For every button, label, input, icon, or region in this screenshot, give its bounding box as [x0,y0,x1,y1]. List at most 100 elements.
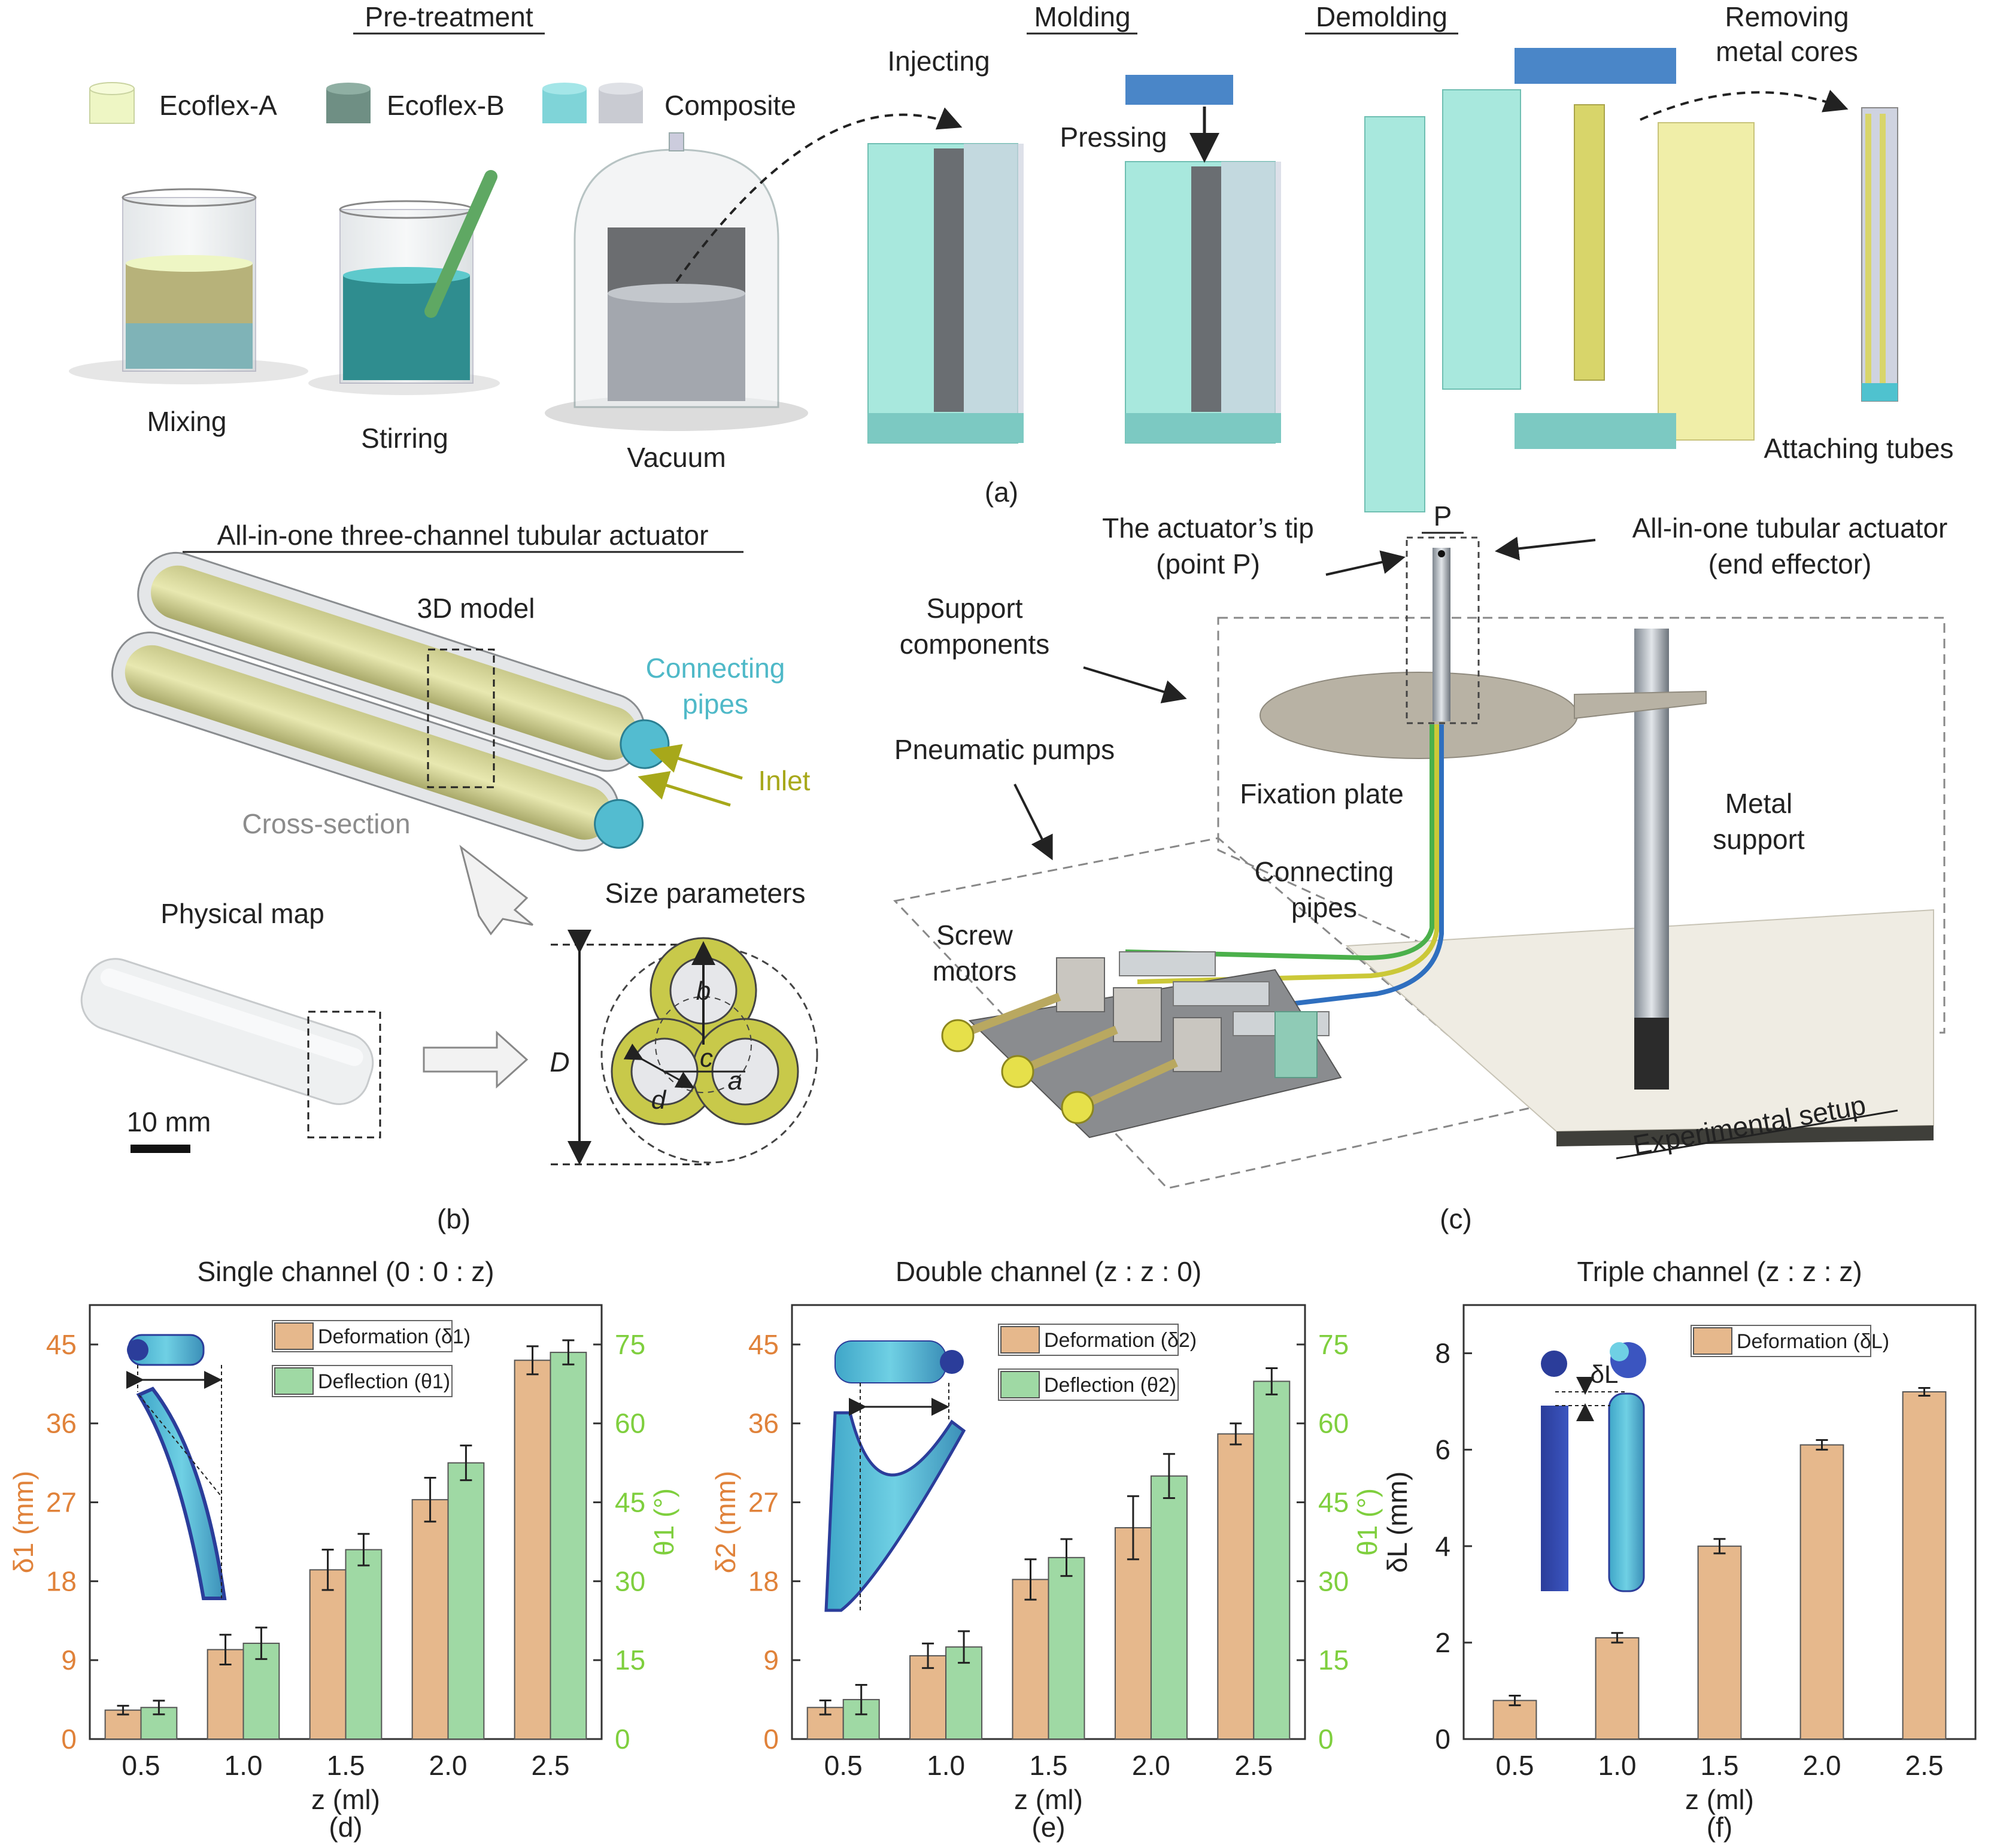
x-tick-label: 1.0 [224,1750,263,1781]
param-D: D [550,1046,569,1078]
pipe-yellow [1137,724,1439,984]
y-tick-label: 36 [748,1408,779,1439]
x-axis-label: z (ml) [311,1784,380,1815]
fixation-plate [1260,672,1578,759]
y-tick-label: 36 [46,1408,77,1439]
chart-title: Double channel (z : z : 0) [896,1256,1201,1287]
y-right-tick-label: 30 [1318,1565,1349,1597]
panel-label: (d) [329,1811,362,1843]
physical-map-label: Physical map [160,898,324,929]
legend-label: Deflection (θ1) [318,1370,450,1393]
bar [411,1499,449,1740]
connecting-pipes-label-2: pipes [682,688,748,720]
legend-ecoflex-b-swatch [326,83,371,123]
bar [345,1549,383,1740]
y-right-tick-label: 15 [615,1644,645,1676]
legend-label: Deformation (δL) [1737,1330,1889,1353]
legend-ecoflex-a: Ecoflex-A [159,90,277,121]
x-tick-label: 2.0 [1803,1750,1841,1781]
transfer-arrow [675,107,963,283]
connecting-pipes-label-1: Connecting [646,653,785,684]
x-tick-label: 2.5 [1905,1750,1944,1781]
y-tick-label: 27 [748,1487,779,1518]
y-axis-label: δL (mm) [1382,1471,1413,1573]
x-tick-label: 1.5 [1701,1750,1739,1781]
y-right-axis-label: θ1 (°) [1352,1488,1383,1556]
y-right-tick-label: 60 [615,1408,645,1439]
x-axis-label: z (ml) [1014,1784,1083,1815]
bar [1253,1380,1291,1740]
tip-label-1: The actuator’s tip [1102,512,1314,544]
section-demolding: Demolding [1316,1,1447,32]
legend-label: Deformation (δ1) [318,1325,471,1348]
panel-b-title: All-in-one three-channel tubular actuato… [217,520,709,551]
y-axis-label: δ1 (mm) [8,1471,39,1573]
y-right-tick-label: 60 [1318,1408,1349,1439]
y-tick-label: 9 [61,1644,77,1676]
inset-e-actuator [824,1340,966,1612]
support-label-1: Support [926,593,1022,624]
step-injecting: Injecting [887,45,990,77]
inset-d-actuator [126,1334,227,1600]
step-pressing: Pressing [1060,122,1167,153]
step-removing-1: Removing [1725,1,1849,32]
pumps-arrow [1013,784,1053,861]
legend-ecoflex-b: Ecoflex-B [387,90,505,121]
bar [309,1569,347,1740]
screw-motor-1 [941,951,1216,1052]
pressing-mold [1125,75,1281,444]
x-tick-label: 1.0 [927,1750,965,1781]
step-removing-2: metal cores [1716,36,1858,67]
y-tick-label: 6 [1435,1434,1450,1465]
y-right-tick-label: 75 [1318,1329,1349,1360]
mixing-beaker [69,188,308,384]
y-tick-label: 0 [1435,1723,1450,1755]
actuator-label-1: All-in-one tubular actuator [1632,512,1948,544]
y-tick-label: 27 [46,1487,77,1518]
x-tick-label: 2.0 [1132,1750,1170,1781]
y-tick-label: 45 [748,1329,779,1360]
bar [1012,1579,1049,1740]
y-tick-label: 4 [1435,1531,1450,1562]
y-tick-label: 18 [748,1565,779,1597]
inset-f-actuator [1541,1342,1646,1592]
x-tick-label: 0.5 [824,1750,863,1781]
bar [1492,1700,1537,1740]
down-arrow-shape [459,845,533,936]
y-tick-label: 0 [61,1723,77,1755]
tip-arrow [1325,550,1406,576]
step-vacuum: Vacuum [627,442,726,473]
chart-title: Single channel (0 : 0 : z) [197,1256,494,1287]
screw-label-1: Screw [936,920,1013,951]
legend-swatch [274,1367,314,1395]
y-tick-label: 9 [763,1644,779,1676]
y-right-tick-label: 30 [615,1565,645,1597]
pipe-green [1125,724,1434,961]
x-tick-label: 2.5 [532,1750,570,1781]
bar [1595,1637,1640,1740]
panel-label: (f) [1707,1811,1732,1843]
bar [1217,1433,1255,1740]
section-pretreatment: Pre-treatment [365,1,533,32]
screw-label-2: motors [933,955,1017,987]
pumps-label: Pneumatic pumps [894,734,1115,765]
pipes-label-2: pipes [1291,892,1357,923]
physical-crop-box [307,1011,381,1139]
chart-d: Single channel (0 : 0 : z) 0 9 18 27 36 45 0 15 3… [8,1256,679,1843]
metal-label-2: support [1713,824,1805,855]
cross-section-diagram [551,930,818,1166]
bar [1697,1545,1742,1740]
panel-a-label: (a) [985,477,1018,508]
screw-motor-3 [1061,1011,1330,1124]
section-molding: Molding [1034,1,1130,32]
y-right-tick-label: 45 [615,1487,645,1518]
param-c: c [700,1043,713,1073]
setup-dashed-box [1217,617,1946,1034]
x-tick-label: 0.5 [1496,1750,1534,1781]
y-right-tick-label: 75 [615,1329,645,1360]
chart-title: Triple channel (z : z : z) [1577,1256,1862,1287]
step-stirring: Stirring [361,423,448,454]
pipes-label-1: Connecting [1255,856,1394,887]
y-tick-label: 18 [46,1565,77,1597]
x-tick-label: 2.5 [1234,1750,1273,1781]
